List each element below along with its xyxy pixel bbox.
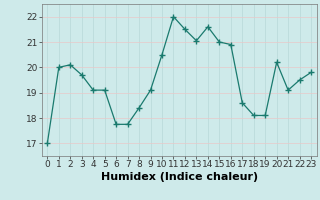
X-axis label: Humidex (Indice chaleur): Humidex (Indice chaleur)	[100, 172, 258, 182]
